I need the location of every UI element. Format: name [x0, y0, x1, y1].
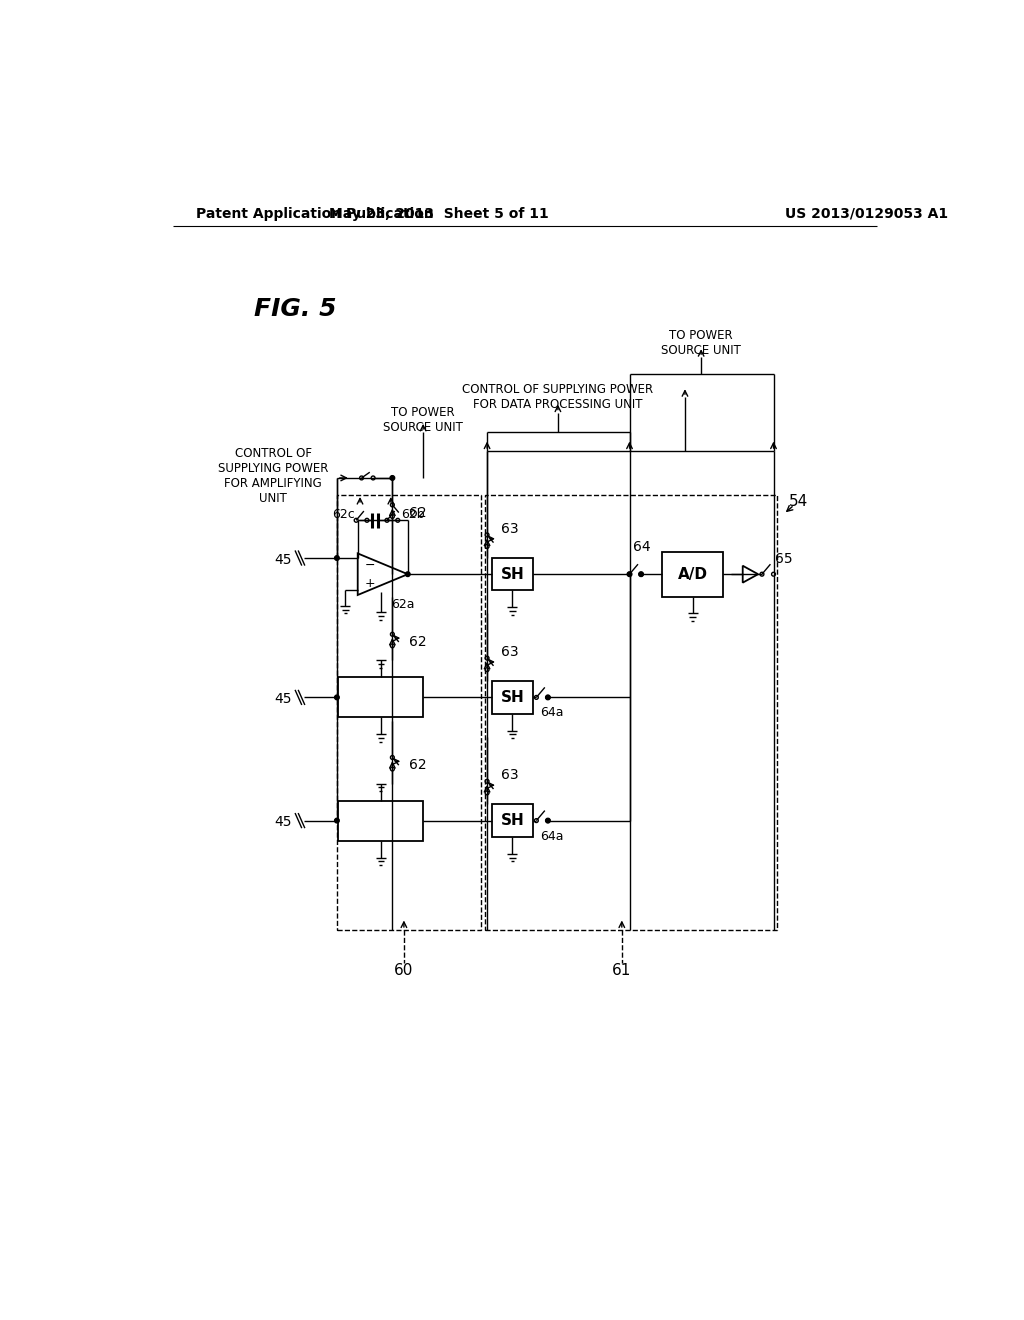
Text: 45: 45	[274, 816, 292, 829]
Text: 54: 54	[788, 494, 808, 508]
Bar	[337, 495, 481, 929]
Text: 62: 62	[410, 635, 427, 649]
Text: CONTROL OF
SUPPLYING POWER
FOR AMPLIFYING
UNIT: CONTROL OF SUPPLYING POWER FOR AMPLIFYIN…	[218, 447, 329, 506]
Text: TO POWER
SOURCE UNIT: TO POWER SOURCE UNIT	[662, 329, 741, 358]
Text: 64a: 64a	[541, 706, 563, 719]
Text: −: −	[365, 558, 375, 572]
Text: SH: SH	[501, 690, 524, 705]
Text: 45: 45	[274, 692, 292, 706]
Bar	[493, 681, 532, 714]
Text: 65: 65	[775, 552, 793, 566]
Text: 62a: 62a	[391, 598, 415, 611]
Text: 63: 63	[501, 768, 518, 783]
Text: FIG. 5: FIG. 5	[254, 297, 336, 321]
Bar	[662, 552, 724, 597]
Circle shape	[335, 556, 339, 560]
Text: 62b: 62b	[400, 508, 425, 520]
Bar	[484, 495, 777, 929]
Text: 64a: 64a	[541, 829, 563, 842]
Circle shape	[335, 696, 339, 700]
Text: 62: 62	[410, 758, 427, 772]
Circle shape	[390, 475, 394, 480]
Text: 62: 62	[410, 506, 427, 520]
Bar	[493, 558, 532, 590]
Text: 64: 64	[634, 540, 651, 554]
Text: 63: 63	[501, 645, 518, 659]
Text: 61: 61	[612, 964, 632, 978]
Bar	[339, 800, 423, 841]
Text: SH: SH	[501, 566, 524, 582]
Circle shape	[628, 572, 632, 577]
Text: Patent Application Publication: Patent Application Publication	[196, 207, 434, 220]
Bar	[339, 677, 423, 718]
Text: 63: 63	[501, 521, 518, 536]
Text: CONTROL OF SUPPLYING POWER
FOR DATA PROCESSING UNIT: CONTROL OF SUPPLYING POWER FOR DATA PROC…	[463, 383, 653, 411]
Circle shape	[406, 572, 410, 577]
Circle shape	[335, 818, 339, 822]
Text: TO POWER
SOURCE UNIT: TO POWER SOURCE UNIT	[383, 407, 463, 434]
Text: 45: 45	[274, 553, 292, 566]
Text: 60: 60	[394, 964, 414, 978]
Text: A/D: A/D	[678, 566, 708, 582]
Text: US 2013/0129053 A1: US 2013/0129053 A1	[785, 207, 948, 220]
Text: +: +	[365, 577, 376, 590]
Circle shape	[546, 696, 550, 700]
Text: SH: SH	[501, 813, 524, 828]
Text: 62c: 62c	[332, 508, 354, 520]
Circle shape	[546, 818, 550, 822]
Bar	[493, 804, 532, 837]
Circle shape	[639, 572, 643, 577]
Text: May 23, 2013  Sheet 5 of 11: May 23, 2013 Sheet 5 of 11	[329, 207, 549, 220]
